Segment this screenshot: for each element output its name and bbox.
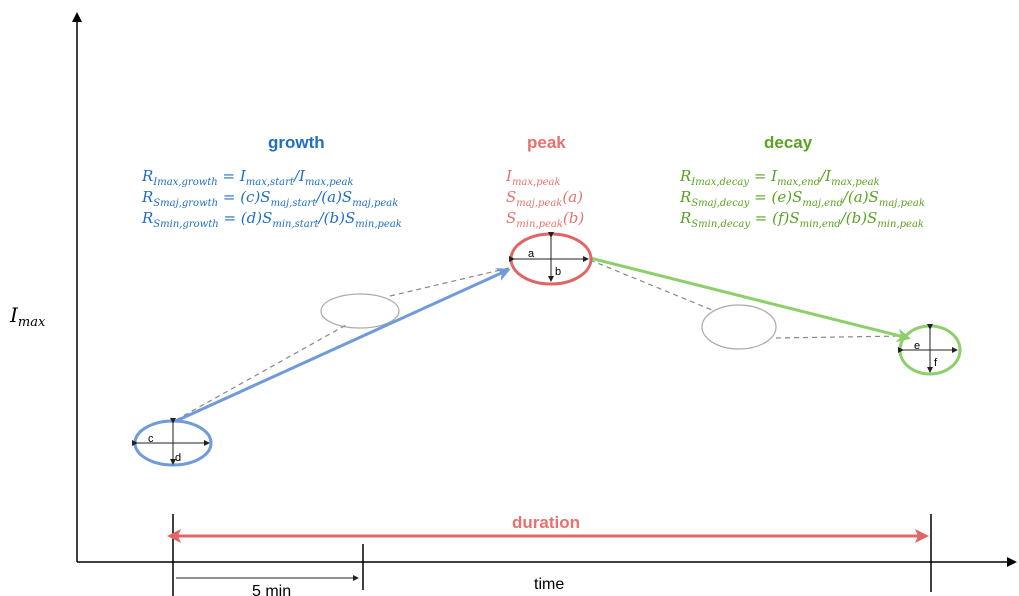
- decay-formula-2: RSmaj,decay = (e)Smaj,end/(a)Smaj,peak: [679, 188, 925, 209]
- growth-formula-2: RSmaj,growth = (c)Smaj,start/(a)Smaj,pea…: [141, 188, 398, 209]
- y-axis-label-sub: max: [18, 315, 46, 330]
- growth-title: growth: [268, 133, 325, 152]
- decay-arrow: [589, 256, 911, 343]
- peak-formula-1: Imax,peak: [505, 167, 561, 188]
- ghost-ellipse-decay: [701, 304, 777, 350]
- peak-formula-2: Smaj,peak(a): [506, 188, 583, 209]
- peak-formula-3: Smin,peak(b): [506, 209, 584, 230]
- dashed-line-decay-2: [775, 335, 904, 339]
- decay-title: decay: [764, 133, 813, 152]
- ghost-ellipse-growth: [320, 293, 400, 329]
- dashed-line-decay-1: [589, 259, 713, 311]
- peak-block: peak Imax,peak Smaj,peak(a) Smin,peak(b): [505, 133, 584, 230]
- dashed-line-growth-2: [389, 267, 510, 297]
- y-axis-label: Imax: [9, 303, 46, 330]
- end-minor-label: f: [934, 357, 938, 369]
- peak-major-label: a: [528, 248, 535, 260]
- start-minor-label: d: [175, 452, 181, 464]
- growth-formula-3: RSmin,growth = (d)Smin,start/(b)Smin,pea…: [141, 209, 402, 230]
- duration-label: duration: [512, 513, 580, 532]
- growth-block: growth RImax,growth = Imax,start/Imax,pe…: [141, 133, 402, 230]
- decay-formula-3: RSmin,decay = (f)Smin,end/(b)Smin,peak: [679, 209, 924, 230]
- decay-formula-1: RImax,decay = Imax,end/Imax,peak: [679, 167, 880, 188]
- y-axis-label-main: I: [9, 303, 19, 327]
- peak-minor-label: b: [555, 266, 561, 278]
- growth-arrow: [175, 268, 511, 423]
- growth-formula-1: RImax,growth = Imax,start/Imax,peak: [141, 167, 354, 188]
- end-ellipse-group: e f: [898, 324, 962, 376]
- peak-title: peak: [527, 133, 566, 152]
- x-axis-label: time: [534, 576, 564, 593]
- scale-label: 5 min: [252, 583, 291, 596]
- start-ellipse-group: c d: [132, 418, 213, 467]
- dashed-line-growth-1: [175, 324, 347, 421]
- end-major-label: e: [914, 340, 920, 352]
- peak-ellipse-group: a b: [509, 232, 593, 286]
- start-major-label: c: [148, 433, 154, 445]
- decay-block: decay RImax,decay = Imax,end/Imax,peak R…: [679, 133, 925, 230]
